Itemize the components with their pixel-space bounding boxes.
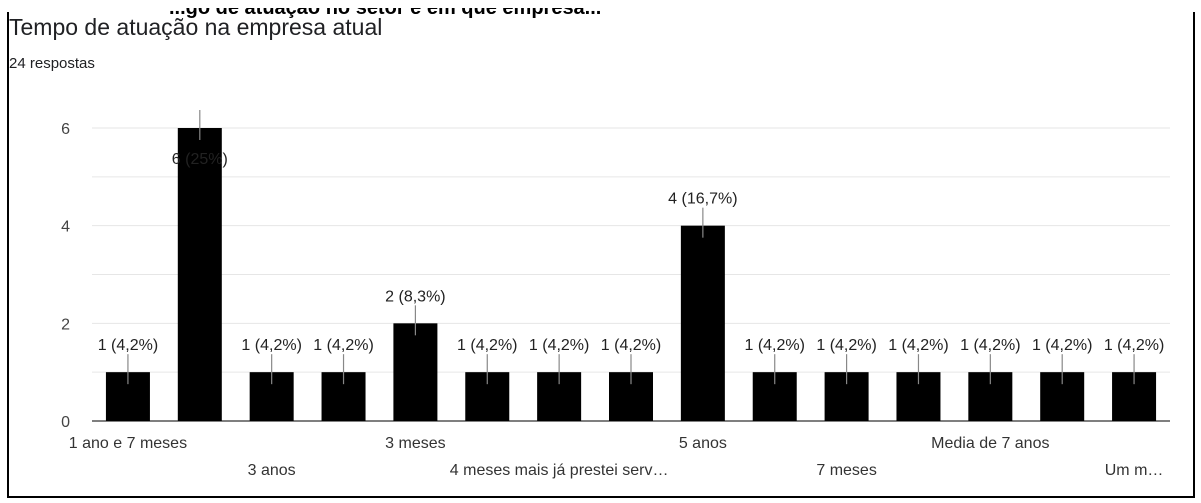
clipped-heading-text: ...go de atuação no setor e em que empre…	[169, 8, 809, 18]
x-tick-label: 4 meses mais já prestei serv…	[450, 462, 669, 479]
data-label: 1 (4,2%)	[888, 337, 948, 354]
data-label: 1 (4,2%)	[241, 337, 301, 354]
data-label: 2 (8,3%)	[385, 288, 445, 305]
data-label: 1 (4,2%)	[313, 337, 373, 354]
bar	[177, 128, 222, 421]
x-tick-label: Media de 7 anos	[931, 435, 1049, 452]
data-label: 1 (4,2%)	[601, 337, 661, 354]
bar	[680, 225, 725, 421]
data-label: 1 (4,2%)	[744, 337, 804, 354]
x-tick-label: 5 anos	[679, 435, 727, 452]
data-label: 6 (25%)	[172, 151, 228, 168]
y-tick-label: 6	[61, 121, 70, 138]
x-tick-label: 7 meses	[816, 462, 876, 479]
x-tick-label: Um m…	[1105, 462, 1164, 479]
data-label: 1 (4,2%)	[98, 337, 158, 354]
clipped-heading: ...go de atuação no setor e em que empre…	[169, 8, 809, 18]
data-label: 4 (16,7%)	[668, 191, 737, 208]
y-tick-label: 0	[61, 414, 70, 431]
bar	[393, 323, 438, 421]
data-label: 1 (4,2%)	[1032, 337, 1092, 354]
x-tick-label: 3 anos	[248, 462, 296, 479]
x-tick-label: 1 ano e 7 meses	[69, 435, 187, 452]
data-label: 1 (4,2%)	[457, 337, 517, 354]
chart-title: Tempo de atuação na empresa atual	[9, 14, 383, 40]
data-label: 1 (4,2%)	[960, 337, 1020, 354]
data-label: 1 (4,2%)	[816, 337, 876, 354]
y-tick-label: 2	[61, 316, 70, 333]
y-tick-label: 4	[61, 219, 70, 236]
chart-card: ...go de atuação no setor e em que empre…	[7, 8, 1195, 498]
data-label: 1 (4,2%)	[1104, 337, 1164, 354]
response-count: 24 respostas	[9, 55, 95, 72]
data-label: 1 (4,2%)	[529, 337, 589, 354]
x-tick-label: 3 meses	[385, 435, 445, 452]
